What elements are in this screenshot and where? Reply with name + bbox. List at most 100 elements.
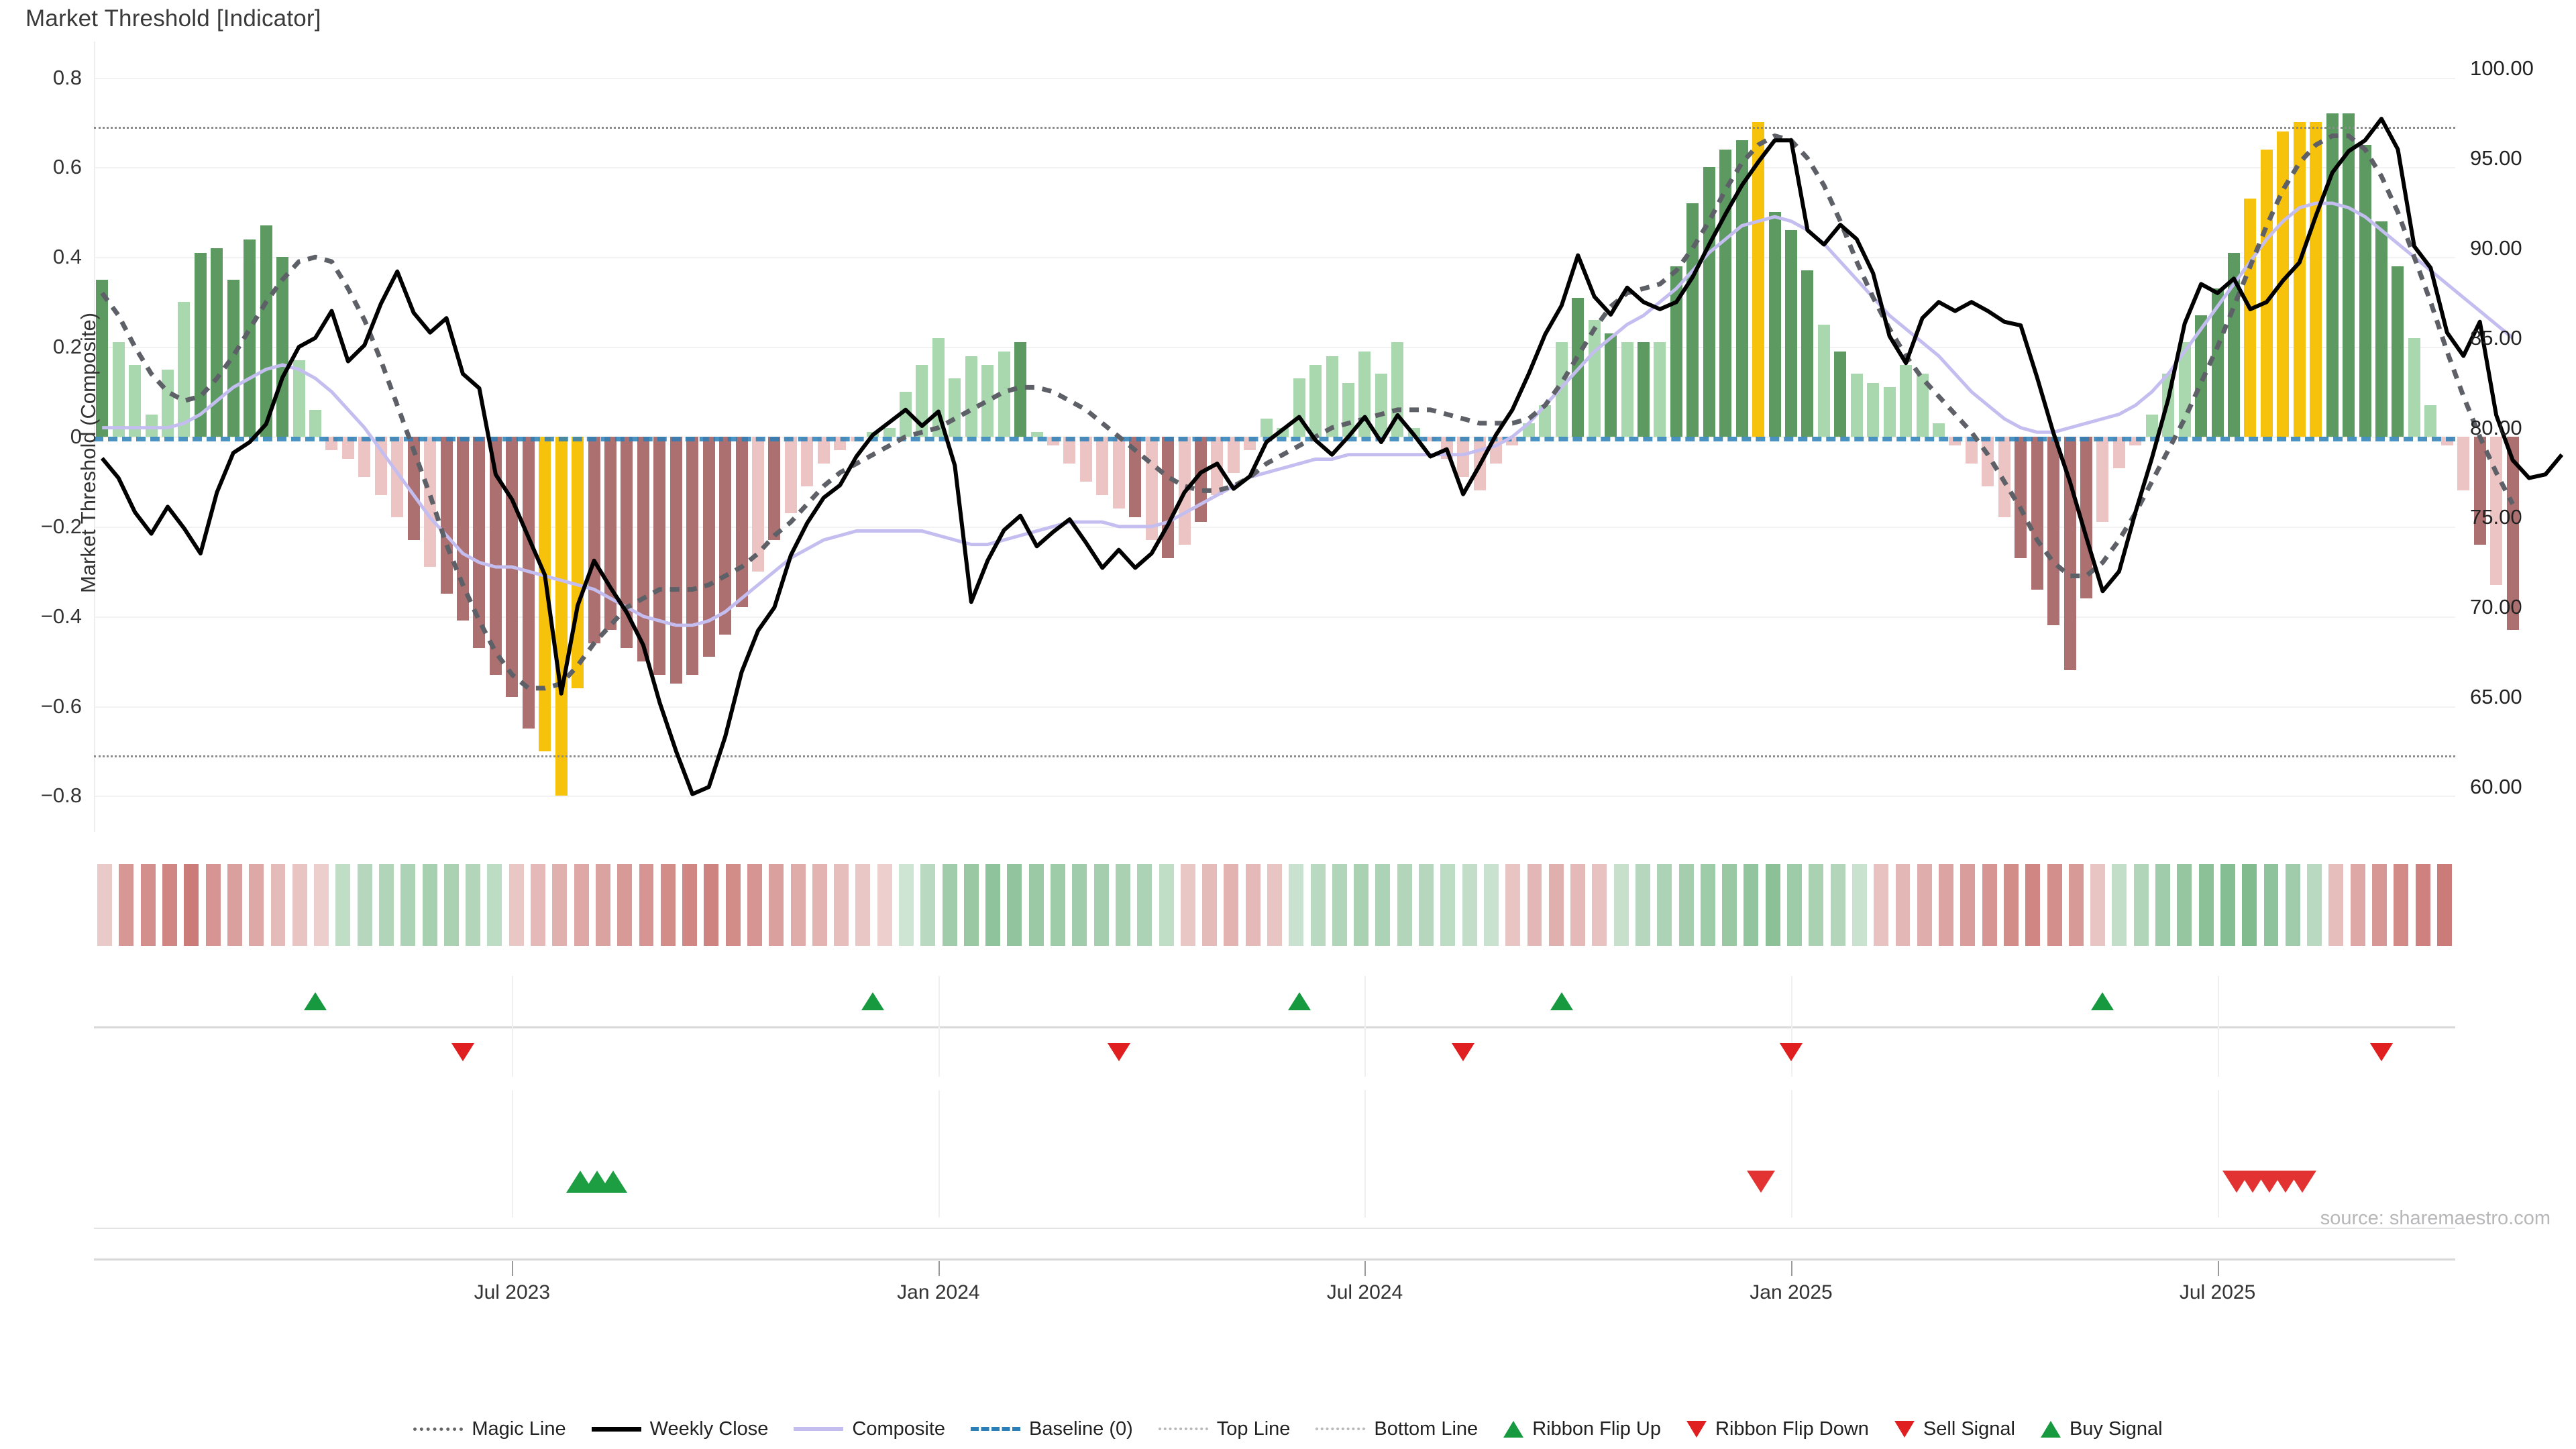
signal-panel-baseline <box>94 1228 2455 1229</box>
histogram-bar <box>653 437 666 675</box>
histogram-bar <box>751 437 765 572</box>
ribbon-band-cell <box>660 864 676 946</box>
chart-legend: Magic Line Weekly Close Composite Baseline … <box>0 1409 2576 1449</box>
ribbon-band-cell <box>335 864 351 946</box>
ribbon-flip-up-marker <box>1287 992 1311 1010</box>
panel-gridline <box>1791 1090 1792 1218</box>
dotted-grey-line-icon <box>1158 1428 1208 1430</box>
ribbon-band-cell <box>877 864 892 946</box>
legend-item-ribbon-flip-up[interactable]: Ribbon Flip Up <box>1503 1418 1661 1440</box>
legend-item-sell-signal[interactable]: Sell Signal <box>1894 1418 2015 1440</box>
dashed-blue-line-icon <box>971 1427 1021 1431</box>
y-axis-left-tick: 0.6 <box>52 155 82 179</box>
x-axis-tick-label: Jan 2025 <box>1750 1281 1833 1303</box>
legend-item-ribbon-flip-down[interactable]: Ribbon Flip Down <box>1686 1418 1869 1440</box>
red-down-triangle-icon <box>1894 1420 1915 1438</box>
histogram-bar <box>883 427 896 437</box>
panel-gridline <box>512 1090 514 1218</box>
x-axis-tick-label: Jul 2025 <box>2179 1281 2256 1303</box>
ribbon-band-cell <box>422 864 437 946</box>
ribbon-band-cell <box>920 864 936 946</box>
legend-item-buy-signal[interactable]: Buy Signal <box>2040 1418 2163 1440</box>
histogram-bar <box>2211 288 2224 437</box>
ribbon-band-cell <box>1093 864 1109 946</box>
histogram-bar <box>2424 405 2437 437</box>
ribbon-band-cell <box>1722 864 1737 946</box>
ribbon-band-cell <box>1960 864 1976 946</box>
gridline <box>94 347 2455 349</box>
histogram-bar <box>621 437 633 648</box>
ribbon-band-cell <box>531 864 545 946</box>
ribbon-band-cell <box>508 864 524 946</box>
ribbon-band-cell <box>1202 864 1218 946</box>
histogram-bar <box>1883 387 1896 437</box>
histogram-bar <box>702 437 715 657</box>
y-axis-left-tick: −0.4 <box>40 604 82 628</box>
histogram-bar <box>211 248 223 437</box>
ribbon-band-cell <box>2047 864 2062 946</box>
ribbon-band-cell <box>357 864 372 946</box>
histogram-bar <box>1686 203 1699 437</box>
ribbon-flip-down-marker <box>451 1043 474 1061</box>
histogram-bar <box>1457 437 1470 478</box>
legend-item-weekly-close[interactable]: Weekly Close <box>591 1418 768 1440</box>
x-axis-tick <box>938 1261 940 1276</box>
ribbon-band-cell <box>855 864 871 946</box>
ribbon-band-cell <box>790 864 806 946</box>
legend-item-baseline-0[interactable]: Baseline (0) <box>971 1418 1133 1440</box>
legend-item-composite[interactable]: Composite <box>794 1418 945 1440</box>
legend-item-top-line[interactable]: Top Line <box>1158 1418 1290 1440</box>
histogram-bar <box>965 356 977 437</box>
ribbon-band-cell <box>2177 864 2192 946</box>
ribbon-band-cell <box>1592 864 1607 946</box>
histogram-bar <box>2457 437 2470 491</box>
y-axis-left-tick: 0 <box>70 425 82 448</box>
histogram-bar <box>1817 324 1830 437</box>
histogram-bar <box>145 414 158 437</box>
sell-signal-marker <box>2288 1171 2316 1193</box>
ribbon-band-cell <box>963 864 979 946</box>
ribbon-band-cell <box>2155 864 2170 946</box>
y-axis-right-tick: 75.00 <box>2470 505 2522 529</box>
ribbon-band-cell <box>747 864 762 946</box>
histogram-bar <box>309 409 322 437</box>
ribbon-band-cell <box>1809 864 1824 946</box>
ribbon-band-cell <box>1657 864 1672 946</box>
histogram-bar <box>2047 437 2060 626</box>
histogram-bar <box>407 437 420 540</box>
gridline <box>94 167 2455 169</box>
ribbon-band-cell <box>1397 864 1412 946</box>
ribbon-band-cell <box>487 864 502 946</box>
ribbon-band-cell <box>1874 864 1889 946</box>
histogram-bar <box>555 437 568 796</box>
histogram-bar <box>1801 270 1814 437</box>
ribbon-band-cell <box>2090 864 2106 946</box>
weekly-close-line <box>100 117 2564 796</box>
histogram-bar <box>2260 149 2273 437</box>
ribbon-band-cell <box>899 864 914 946</box>
histogram-bar <box>2506 437 2519 630</box>
histogram-bar <box>686 437 699 675</box>
y-axis-right-tick: 65.00 <box>2470 685 2522 709</box>
ribbon-band-cell <box>1072 864 1087 946</box>
y-axis-right-tick: 60.00 <box>2470 775 2522 799</box>
ribbon-flip-down-marker <box>1107 1043 1130 1061</box>
histogram-bar <box>735 437 748 608</box>
histogram-bar <box>178 302 191 437</box>
legend-item-magic-line[interactable]: Magic Line <box>413 1418 566 1440</box>
ribbon-band-cell <box>1310 864 1326 946</box>
ribbon-band-cell <box>1570 864 1586 946</box>
legend-item-bottom-line[interactable]: Bottom Line <box>1316 1418 1478 1440</box>
ribbon-band-cell <box>2350 864 2365 946</box>
ribbon-flip-up-marker <box>2091 992 2114 1010</box>
ribbon-band-cell <box>1115 864 1130 946</box>
x-axis-rule <box>94 1258 2455 1260</box>
ribbon-band-cell <box>1743 864 1759 946</box>
ribbon-band-cell <box>2112 864 2127 946</box>
histogram-bar <box>374 437 387 496</box>
ribbon-band-cell <box>1765 864 1780 946</box>
histogram-bar <box>1260 419 1273 437</box>
ribbon-flip-panel <box>94 976 2455 1077</box>
histogram-bar <box>817 437 830 464</box>
histogram-bar <box>1621 342 1633 437</box>
